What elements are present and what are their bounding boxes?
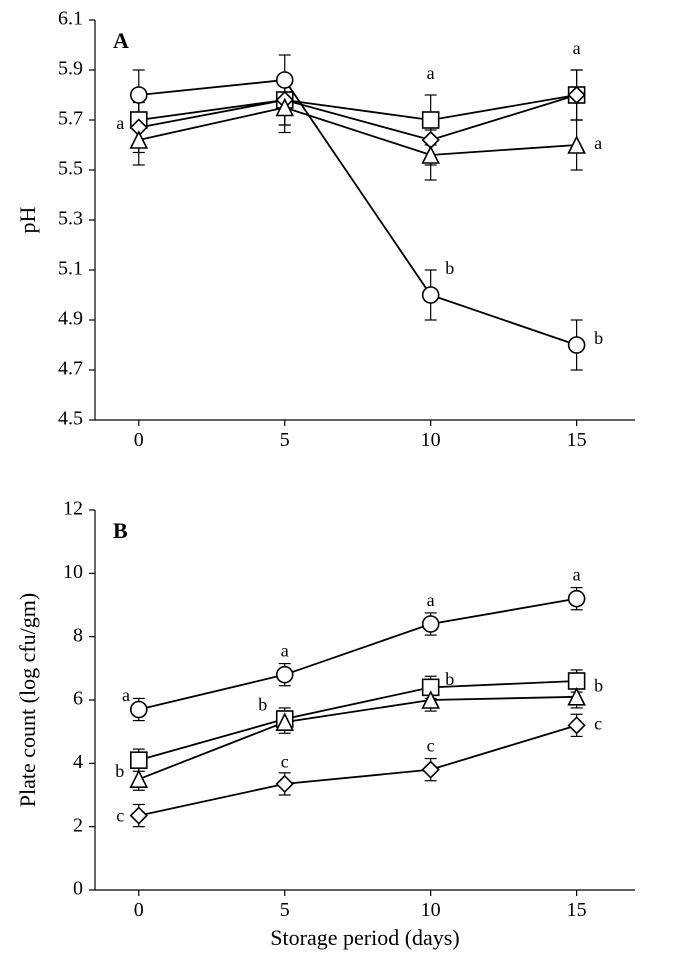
ytick-label: 5.3 [58, 208, 83, 230]
ytick-label: 5.5 [58, 158, 83, 180]
marker-square [131, 752, 147, 768]
sig-label: b [594, 328, 603, 348]
xtick-label: 0 [134, 899, 144, 921]
marker-diamond [131, 808, 147, 824]
series-diamond [139, 725, 577, 815]
xtick-label: 0 [134, 429, 144, 451]
marker-square [423, 112, 439, 128]
sig-label: b [445, 258, 454, 278]
panel-B: 0 2 4 6 8 10 12 0 5 10 15 Plate count (log cfu/gm) S… [15, 498, 635, 950]
xtick-label: 15 [567, 899, 587, 921]
sig-label: b [445, 669, 454, 689]
marker-square [569, 673, 585, 689]
series-square [139, 95, 577, 120]
marker-circle [569, 591, 585, 607]
sig-label: c [594, 713, 602, 733]
panel-label: B [113, 518, 128, 543]
sig-label: a [281, 641, 289, 661]
figure-container: 4.5 4.7 4.9 5.1 5.3 5.5 5.7 5.9 6.1 0 5 10 15 pH a a b a a… [0, 0, 685, 965]
ytick-label: 8 [73, 624, 83, 646]
ytick-label: 4.7 [58, 358, 83, 380]
ytick-label: 0 [73, 878, 83, 900]
x-axis-title: Storage period (days) [270, 925, 459, 950]
sig-label: a [427, 63, 435, 83]
ytick-label: 5.9 [58, 58, 83, 80]
sig-label: a [573, 565, 581, 585]
ytick-label: 6.1 [58, 8, 83, 30]
marker-triangle [131, 771, 147, 787]
xtick-label: 15 [567, 429, 587, 451]
sig-label: a [122, 685, 130, 705]
series-square [139, 681, 577, 760]
ytick-label: 2 [73, 814, 83, 836]
panel-A: 4.5 4.7 4.9 5.1 5.3 5.5 5.7 5.9 6.1 0 5 10 15 pH a a b a a… [15, 8, 635, 451]
panel-label: A [113, 28, 129, 53]
marker-diamond [277, 776, 293, 792]
ytick-label: 5.1 [58, 258, 83, 280]
sig-label: b [594, 675, 603, 695]
sig-label: c [281, 751, 289, 771]
marker-circle [569, 337, 585, 353]
ytick-label: 10 [63, 561, 83, 583]
sig-label: a [427, 590, 435, 610]
ytick-label: 12 [63, 498, 83, 520]
sig-label: b [115, 761, 124, 781]
marker-circle [131, 87, 147, 103]
series-circle [139, 599, 577, 710]
ytick-label: 4.5 [58, 408, 83, 430]
marker-circle [423, 287, 439, 303]
sig-label: c [116, 805, 124, 825]
marker-circle [131, 702, 147, 718]
marker-circle [277, 667, 293, 683]
sig-label: a [594, 133, 602, 153]
ytick-label: 4.9 [58, 308, 83, 330]
marker-diamond [423, 762, 439, 778]
marker-circle [423, 616, 439, 632]
sig-label: c [427, 736, 435, 756]
ytick-label: 5.7 [58, 108, 83, 130]
ytick-label: 6 [73, 688, 83, 710]
marker-diamond [569, 717, 585, 733]
ytick-label: 4 [73, 751, 83, 773]
sig-label: a [116, 113, 124, 133]
series-diamond [139, 95, 577, 140]
marker-triangle [131, 132, 147, 148]
y-axis-title: Plate count (log cfu/gm) [15, 593, 40, 807]
xtick-label: 5 [280, 899, 290, 921]
xtick-label: 10 [421, 899, 441, 921]
marker-circle [277, 72, 293, 88]
xtick-label: 5 [280, 429, 290, 451]
sig-label: b [258, 694, 267, 714]
figure-svg: 4.5 4.7 4.9 5.1 5.3 5.5 5.7 5.9 6.1 0 5 10 15 pH a a b a a… [0, 0, 685, 965]
series-triangle [139, 697, 577, 779]
sig-label: a [573, 38, 581, 58]
y-axis-title: pH [15, 206, 40, 233]
xtick-label: 10 [421, 429, 441, 451]
